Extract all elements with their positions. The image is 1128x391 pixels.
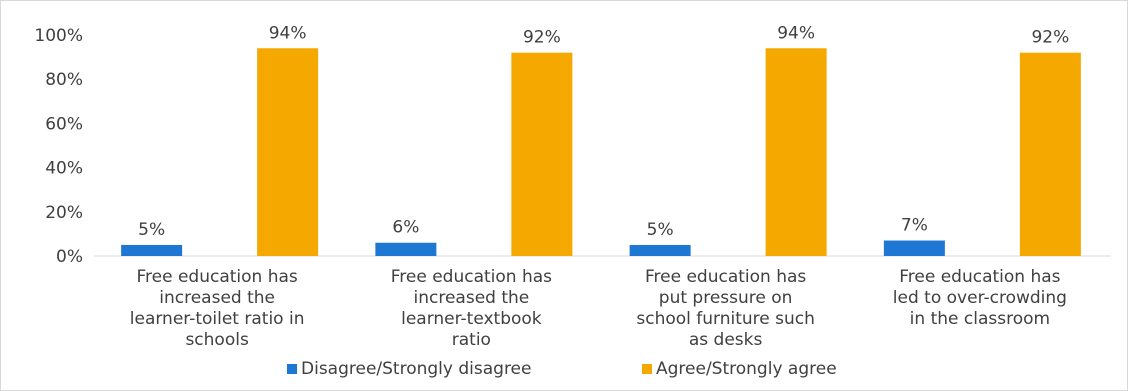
bar-disagree — [375, 242, 437, 256]
category-label: learner-toilet ratio in — [130, 309, 305, 329]
y-tick-label: 0% — [56, 247, 83, 267]
legend-label-disagree: Disagree/Strongly disagree — [301, 359, 531, 379]
bar-disagree — [629, 244, 691, 256]
data-label: 7% — [901, 216, 928, 236]
data-label: 94% — [777, 23, 815, 43]
y-axis: 0% 20% 40% 60% 80% 100% — [34, 26, 1111, 267]
data-label: 94% — [269, 23, 307, 43]
category-label: led to over-crowding — [893, 288, 1067, 308]
bars: 5% 94% 6% 92% 5% 94% 7% 92% — [121, 23, 1081, 257]
bar-disagree — [121, 244, 183, 256]
data-label: 6% — [392, 218, 419, 238]
data-label: 92% — [1031, 28, 1069, 48]
legend: Disagree/Strongly disagree Agree/Strongly… — [287, 359, 837, 379]
bar-agree — [765, 48, 827, 257]
category-label: Free education has — [645, 267, 806, 287]
bar-agree — [1019, 52, 1081, 257]
data-label: 5% — [647, 220, 674, 240]
category-label: ratio — [452, 330, 491, 350]
category-label: as desks — [689, 330, 763, 350]
y-tick-label: 20% — [45, 203, 83, 223]
y-tick-label: 80% — [45, 70, 83, 90]
bar-agree — [257, 48, 319, 257]
category-label: put pressure on — [659, 288, 793, 308]
legend-label-agree: Agree/Strongly agree — [656, 359, 837, 379]
category-label: schools — [185, 330, 249, 350]
category-label: increased the — [414, 288, 530, 308]
category-label: learner-textbook — [401, 309, 542, 329]
y-tick-label: 60% — [45, 114, 83, 134]
category-label: increased the — [159, 288, 275, 308]
bar-agree — [511, 52, 573, 257]
category-label: Free education has — [136, 267, 297, 287]
legend-swatch-agree — [642, 364, 652, 374]
y-tick-label: 100% — [34, 26, 83, 46]
y-tick-label: 40% — [45, 159, 83, 179]
data-label: 5% — [138, 220, 165, 240]
category-label: Free education has — [391, 267, 552, 287]
category-label: in the classroom — [910, 309, 1050, 329]
category-label: school furniture such — [636, 309, 815, 329]
category-label: Free education has — [899, 267, 1060, 287]
bar-disagree — [883, 240, 945, 256]
legend-swatch-disagree — [287, 364, 297, 374]
data-label: 92% — [523, 28, 561, 48]
